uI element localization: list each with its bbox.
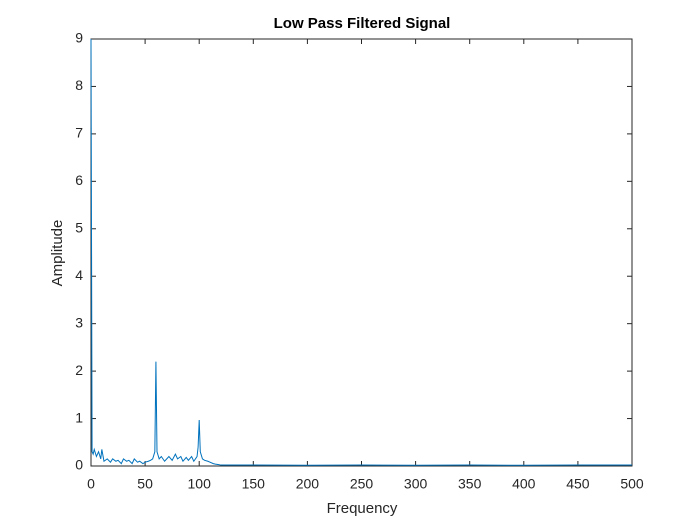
y-tick-label: 5 — [75, 219, 83, 235]
x-tick-label: 450 — [566, 476, 590, 492]
x-tick-label: 350 — [458, 476, 482, 492]
y-axis-label: Amplitude — [49, 220, 66, 287]
y-tick-label: 8 — [75, 77, 83, 93]
y-tick-label: 7 — [75, 125, 83, 141]
y-tick-label: 3 — [75, 314, 83, 330]
x-tick-label: 50 — [137, 476, 153, 492]
x-tick-label: 100 — [188, 476, 212, 492]
y-tick-label: 6 — [75, 172, 83, 188]
plot-area — [90, 38, 633, 467]
x-tick-label: 0 — [87, 476, 95, 492]
x-tick-label: 500 — [620, 476, 644, 492]
chart-title: Low Pass Filtered Signal — [274, 15, 451, 32]
signal-line — [90, 38, 632, 466]
x-tick-label: 200 — [296, 476, 320, 492]
y-tick-label: 2 — [75, 362, 83, 378]
x-tick-label: 150 — [242, 476, 266, 492]
x-axis-label: Frequency — [327, 500, 398, 517]
x-tick-label: 250 — [350, 476, 374, 492]
y-tick-label: 1 — [75, 409, 83, 425]
y-tick-label: 9 — [75, 30, 83, 46]
y-tick-label: 4 — [75, 267, 83, 283]
x-tick-label: 400 — [512, 476, 536, 492]
x-tick-label: 300 — [404, 476, 428, 492]
y-tick-label: 0 — [75, 457, 83, 473]
